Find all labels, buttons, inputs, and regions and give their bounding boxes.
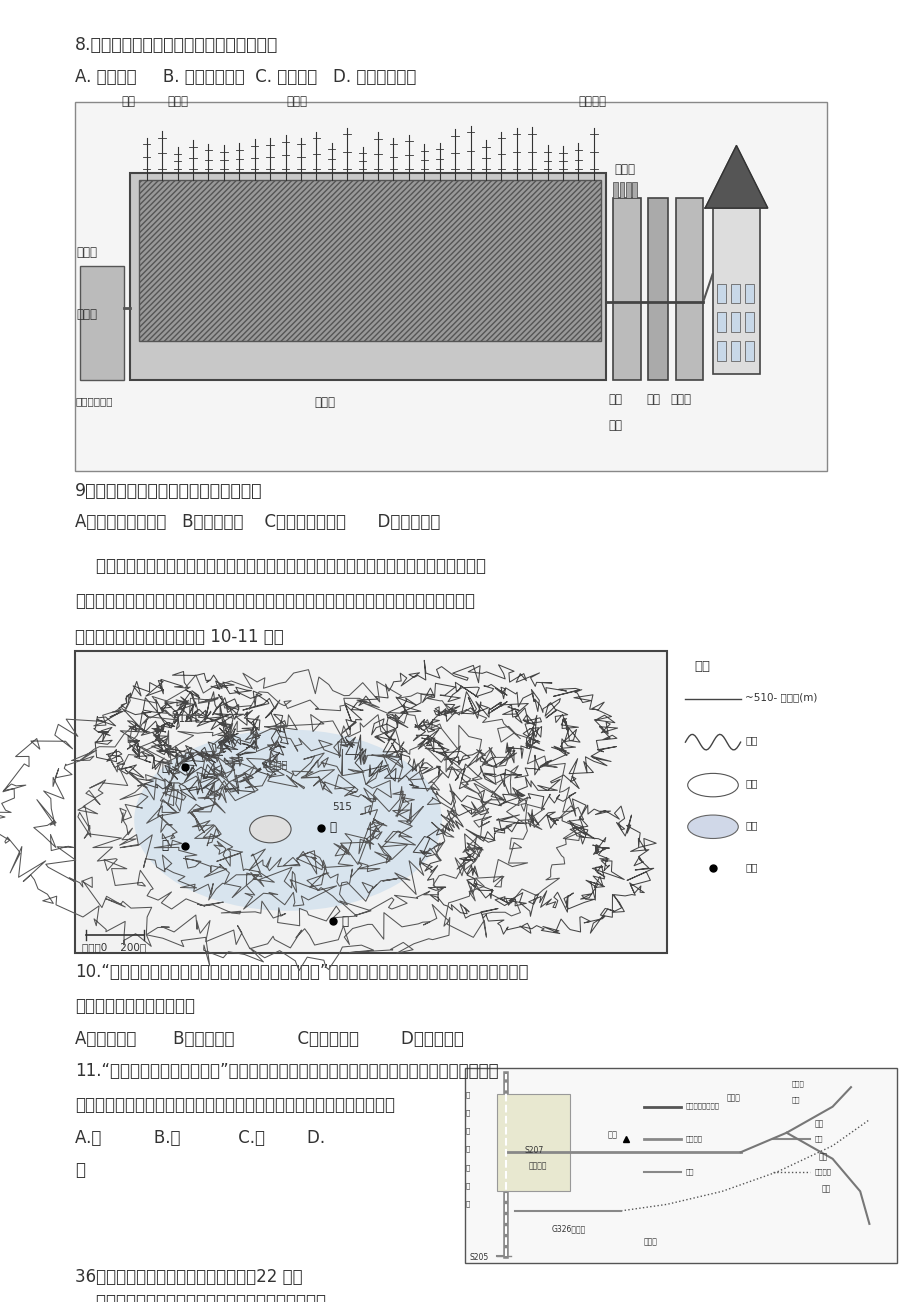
Ellipse shape (249, 815, 290, 842)
Text: 泵井: 泵井 (645, 393, 660, 406)
Bar (675, 198, 702, 380)
Text: 芦苇床: 芦苇床 (287, 95, 307, 108)
Text: 过滤: 过滤 (607, 393, 622, 406)
Text: 拟建道路: 拟建道路 (813, 1168, 830, 1174)
Text: 钓鱼这项高推古朴的活动，越来越受到人们的喜爱。我国大地上纵横交错的河流、星岁棋: 钓鱼这项高推古朴的活动，越来越受到人们的喜爱。我国大地上纵横交错的河流、星岁棋 (75, 557, 485, 575)
Text: 10.“春钓浅（滩），夏钓深（潭），秋钓阴，冬钓阳”是钓鱼爱好者们总结出的钓点选择基本原则，: 10.“春钓浅（滩），夏钓深（潭），秋钓阴，冬钓阳”是钓鱼爱好者们总结出的钓点选… (75, 963, 528, 982)
Text: 补水层: 补水层 (167, 95, 187, 108)
Text: ~510- 等高线(m): ~510- 等高线(m) (744, 693, 817, 703)
Text: 丙门: 丙门 (821, 1185, 830, 1194)
Text: 出水井: 出水井 (77, 246, 97, 259)
Text: 河流: 河流 (744, 736, 757, 746)
Text: 8.图示循环系统对城市水循环的主要影响是: 8.图示循环系统对城市水循环的主要影响是 (75, 36, 278, 55)
Text: 丁: 丁 (75, 1161, 85, 1180)
Polygon shape (704, 146, 766, 208)
Text: A．增加生物多样性   B．节约用水    C．防治大气污染      D．减轻内涝: A．增加生物多样性 B．节约用水 C．防治大气污染 D．减轻内涝 (75, 513, 440, 531)
Text: 36．阅读图文资料，完成下列要求。（22 分）: 36．阅读图文资料，完成下列要求。（22 分） (75, 1268, 302, 1286)
Bar (730, 341, 739, 361)
Bar (80, 267, 124, 380)
Text: 机场城市快速通道: 机场城市快速通道 (685, 1103, 719, 1109)
Text: 补水系统: 补水系统 (577, 95, 606, 108)
Text: 省道: 省道 (813, 1135, 822, 1142)
Text: 图例: 图例 (694, 660, 709, 673)
Text: 排水层: 排水层 (314, 396, 335, 409)
Ellipse shape (687, 815, 737, 838)
Text: 兰: 兰 (465, 1091, 470, 1098)
Text: 饶阳县: 饶阳县 (726, 1094, 740, 1103)
Text: 新舟: 新舟 (818, 1152, 827, 1161)
Bar (631, 182, 636, 198)
Text: 山水井: 山水井 (77, 307, 97, 320)
Text: 钓点: 钓点 (744, 862, 757, 872)
Text: 高: 高 (465, 1128, 470, 1134)
Text: 材料: 材料 (607, 419, 622, 432)
Bar (647, 198, 667, 380)
Ellipse shape (134, 729, 441, 911)
Bar (618, 182, 623, 198)
Bar (464, 1068, 896, 1263)
Bar (75, 102, 825, 471)
Bar (743, 341, 753, 361)
Text: 速: 速 (465, 1146, 470, 1152)
Bar (612, 198, 640, 380)
Bar (612, 182, 617, 198)
Text: 机场: 机场 (607, 1130, 617, 1139)
Text: 林场: 林场 (790, 1096, 799, 1103)
Text: A．水质优劣       B．水温高低            C．水底地形        D．水位涨落: A．水质优劣 B．水温高低 C．水底地形 D．水位涨落 (75, 1030, 463, 1048)
Text: 水兴桥: 水兴桥 (790, 1081, 803, 1087)
Text: 比例尺0    200米: 比例尺0 200米 (83, 943, 146, 953)
Text: 9．图示循环系统对城市的主要意义在于: 9．图示循环系统对城市的主要意义在于 (75, 482, 262, 500)
Text: 11.“早钓太阳红，晚钓鸡入笼”，可见夏钓最佳钓时是早晨和傍晚。夏日傍晚，某钓鱼爱好者: 11.“早钓太阳红，晚钓鸡入笼”，可见夏钓最佳钓时是早晨和傍晚。夏日傍晚，某钓鱼… (75, 1062, 498, 1081)
Text: 国道: 国道 (685, 1168, 693, 1174)
Text: 小岛: 小岛 (744, 779, 757, 789)
Bar (496, 1094, 570, 1191)
Bar (140, 180, 600, 341)
Bar (743, 312, 753, 332)
Text: ①正堰云: ①正堰云 (261, 760, 288, 771)
Text: 遵义城区: 遵义城区 (528, 1161, 547, 1170)
Text: 段: 段 (465, 1200, 470, 1207)
Text: 丙: 丙 (162, 840, 168, 853)
Text: 高速公路: 高速公路 (685, 1135, 701, 1142)
Text: 发现太阳照射水面，波光耀眼，严重影响其观察浮漂，该钓位最可能位于: 发现太阳照射水面，波光耀眼，严重影响其观察浮漂，该钓位最可能位于 (75, 1096, 394, 1115)
Text: 虾子镇位于贵州省中部，这里并没有虾，有的是火遍: 虾子镇位于贵州省中部，这里并没有虾，有的是火遍 (75, 1293, 325, 1302)
Bar (716, 312, 725, 332)
Bar (730, 312, 739, 332)
Bar (730, 284, 739, 303)
Text: 水库: 水库 (744, 820, 757, 831)
Text: 这一原则考虑的主要因素是: 这一原则考虑的主要因素是 (75, 997, 195, 1016)
Text: 用户: 用户 (121, 95, 135, 108)
Bar (130, 173, 605, 380)
Text: 义: 义 (465, 1182, 470, 1189)
Bar (716, 284, 725, 303)
Text: 510: 510 (173, 715, 192, 724)
Text: S207: S207 (524, 1146, 543, 1155)
Bar (75, 651, 666, 953)
Text: 丁: 丁 (341, 915, 348, 928)
Text: 虾子镇: 虾子镇 (643, 1237, 657, 1246)
Text: 遵: 遵 (465, 1164, 470, 1170)
Text: 甲: 甲 (162, 760, 168, 773)
Text: A. 减少下渗     B. 增加水汽输送  C. 增加降水   D. 减少地表径流: A. 减少下渗 B. 增加水汽输送 C. 增加降水 D. 减少地表径流 (75, 68, 416, 86)
Bar (716, 341, 725, 361)
Text: 沉淀池: 沉淀池 (613, 163, 634, 176)
Text: 邓场: 邓场 (813, 1120, 823, 1129)
Bar (625, 182, 630, 198)
Bar (711, 208, 759, 374)
Text: 515: 515 (332, 802, 352, 812)
Text: 水位控制装置: 水位控制装置 (76, 396, 113, 406)
Text: 某水库局部示意图。读图完成 10-11 题。: 某水库局部示意图。读图完成 10-11 题。 (75, 628, 283, 646)
Text: A.甲          B.乙           C.丙        D.: A.甲 B.乙 C.丙 D. (75, 1129, 324, 1147)
Text: 收集井: 收集井 (669, 393, 690, 406)
Text: 布的湖泊、穿山越谷的澳流为无数钓鱼爱好者陶醉于这项活动提供了自然钓场。下图为我国: 布的湖泊、穿山越谷的澳流为无数钓鱼爱好者陶醉于这项活动提供了自然钓场。下图为我国 (75, 592, 474, 611)
Bar (743, 284, 753, 303)
Text: 海: 海 (465, 1109, 470, 1116)
Text: 乙: 乙 (330, 822, 336, 835)
Text: S205: S205 (469, 1253, 488, 1262)
Text: G326新蒲镇: G326新蒲镇 (551, 1224, 585, 1233)
